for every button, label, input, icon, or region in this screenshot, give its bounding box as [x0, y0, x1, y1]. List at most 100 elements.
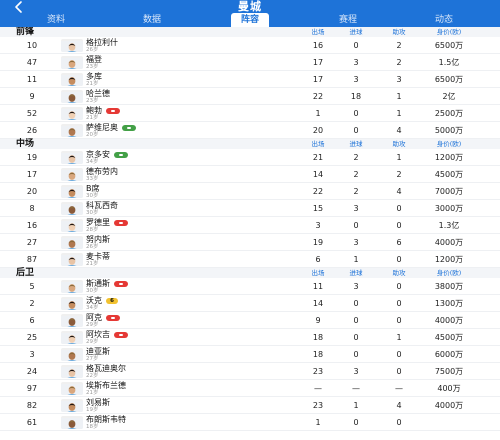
page-title: 曼城 [238, 0, 262, 13]
player-age: 28岁 [86, 227, 99, 233]
market-value: 4000万 [434, 238, 464, 247]
stat-assists: 1 [396, 109, 402, 118]
player-row[interactable]: 16 罗德里 28岁 3 0 0 1.3亿 [0, 217, 500, 234]
player-row[interactable]: 26 萨维尼奥 20岁 20 0 4 5000万 [0, 122, 500, 139]
player-name: 努内斯 [86, 235, 110, 244]
player-row[interactable]: 27 努内斯 26岁 19 3 6 4000万 [0, 234, 500, 251]
player-row[interactable]: 3 迪亚斯 27岁 18 0 0 6000万 [0, 346, 500, 363]
stat-goals: 0 [353, 126, 359, 135]
player-name-wrap: 罗德里 [86, 218, 128, 227]
player-row[interactable]: 61 布朗斯韦特 18岁 1 0 0 [0, 414, 500, 431]
tab-info[interactable]: 资料 [46, 15, 65, 25]
col-header-goals[interactable]: 进球 [349, 28, 363, 36]
col-header-value[interactable]: 身价(欧) [436, 28, 462, 36]
player-name-wrap: 努内斯 [86, 235, 110, 244]
player-row[interactable]: 19 京多安 34岁 21 2 1 1200万 [0, 149, 500, 166]
player-row[interactable]: 20 B席 30岁 22 2 4 7000万 [0, 183, 500, 200]
player-number: 10 [26, 41, 38, 50]
col-header-value[interactable]: 身价(欧) [436, 269, 462, 277]
market-value: 400万 [437, 384, 461, 393]
avatar [61, 399, 83, 412]
plus-icon [119, 221, 123, 224]
player-row[interactable]: 8 科瓦西奇 30岁 15 3 0 3000万 [0, 200, 500, 217]
player-age: 34岁 [86, 305, 99, 311]
market-value: 2亿 [442, 92, 456, 101]
player-row[interactable]: 47 福登 23岁 17 3 2 1.5亿 [0, 54, 500, 71]
col-header-assists[interactable]: 助攻 [392, 28, 406, 36]
player-age: 18岁 [86, 424, 99, 430]
player-age: 27岁 [86, 356, 99, 362]
avatar [61, 56, 83, 69]
player-row[interactable]: 17 德布劳内 33岁 14 2 2 4500万 [0, 166, 500, 183]
stat-apps: 1 [315, 109, 321, 118]
stat-apps: — [314, 384, 322, 393]
player-name-wrap: 格瓦迪奥尔 [86, 364, 126, 373]
avatar [61, 73, 83, 86]
market-value: 2500万 [434, 109, 464, 118]
player-row[interactable]: 97 埃斯布兰德 21岁 — — — 400万 [0, 380, 500, 397]
stat-assists: 0 [396, 316, 402, 325]
market-value: 1.5亿 [438, 58, 460, 67]
col-header-assists[interactable]: 助攻 [392, 269, 406, 277]
avatar [61, 314, 83, 327]
player-row[interactable]: 5 斯通斯 30岁 11 3 0 3800万 [0, 278, 500, 295]
market-value: 1300万 [434, 299, 464, 308]
player-name: 斯通斯 [86, 279, 110, 288]
col-header-apps[interactable]: 出场 [311, 140, 325, 148]
stat-apps: 23 [312, 401, 324, 410]
player-age: 21岁 [86, 390, 99, 396]
injury-badge [114, 219, 128, 226]
player-number: 19 [26, 153, 38, 162]
col-header-apps[interactable]: 出场 [311, 269, 325, 277]
injury-badge [106, 107, 120, 114]
stat-apps: 3 [315, 221, 321, 230]
chevron-left-icon[interactable] [12, 0, 26, 14]
player-row[interactable]: 25 阿坎吉 29岁 18 0 1 4500万 [0, 329, 500, 346]
player-row[interactable]: 2 沃克 6 34岁 14 0 0 1300万 [0, 295, 500, 312]
tab-schedule[interactable]: 赛程 [338, 15, 357, 25]
market-value: 4000万 [434, 401, 464, 410]
stat-assists: 1 [396, 153, 402, 162]
player-row[interactable]: 24 格瓦迪奥尔 22岁 23 3 0 7500万 [0, 363, 500, 380]
player-age: 30岁 [86, 193, 99, 199]
player-row[interactable]: 52 鲍勃 21岁 1 0 1 2500万 [0, 105, 500, 122]
col-header-goals[interactable]: 进球 [349, 269, 363, 277]
player-row[interactable]: 6 阿克 29岁 9 0 0 4000万 [0, 312, 500, 329]
player-row[interactable]: 11 多库 21岁 17 3 3 6500万 [0, 71, 500, 88]
stat-goals: — [352, 384, 360, 393]
player-name: 罗德里 [86, 218, 110, 227]
player-age: 30岁 [86, 210, 99, 216]
col-header-assists[interactable]: 助攻 [392, 140, 406, 148]
roster-list: 前锋 出场 进球 助攻 身价(欧) 10 格拉利什 26岁 16 0 2 6500万 47 福登 23岁 17… [0, 27, 500, 440]
tab-news[interactable]: 动态 [434, 15, 453, 25]
player-name: 萨维尼奥 [86, 123, 118, 132]
plus-icon [119, 282, 123, 285]
player-age: 30岁 [86, 288, 99, 294]
col-header-value[interactable]: 身价(欧) [436, 140, 462, 148]
shirt-number-badge: 6 [106, 297, 118, 304]
injury-badge [114, 280, 128, 287]
stat-apps: 15 [312, 204, 324, 213]
col-header-goals[interactable]: 进球 [349, 140, 363, 148]
stat-goals: 0 [353, 333, 359, 342]
player-number: 2 [29, 299, 35, 308]
player-row[interactable]: 10 格拉利什 26岁 16 0 2 6500万 [0, 37, 500, 54]
tab-data[interactable]: 数据 [142, 15, 161, 25]
player-name-wrap: B席 [86, 184, 100, 193]
player-row[interactable]: 9 哈兰德 23岁 22 18 1 2亿 [0, 88, 500, 105]
player-name-wrap: 迪亚斯 [86, 347, 110, 356]
stat-goals: 0 [353, 109, 359, 118]
plus-icon [127, 126, 131, 129]
stat-apps: 14 [312, 170, 324, 179]
stat-assists: 3 [396, 75, 402, 84]
player-row[interactable]: 82 刘易斯 19岁 23 1 4 4000万 [0, 397, 500, 414]
avatar [61, 416, 83, 429]
col-header-apps[interactable]: 出场 [311, 28, 325, 36]
player-name-wrap: 京多安 [86, 150, 128, 159]
player-age: 20岁 [86, 132, 99, 138]
player-row[interactable]: 87 麦卡蒂 21岁 6 1 0 1200万 [0, 251, 500, 268]
tab-roster[interactable]: 阵容 [230, 13, 269, 27]
player-number: 25 [26, 333, 38, 342]
player-name-wrap: 福登 [86, 55, 102, 64]
stat-assists: 0 [396, 255, 402, 264]
